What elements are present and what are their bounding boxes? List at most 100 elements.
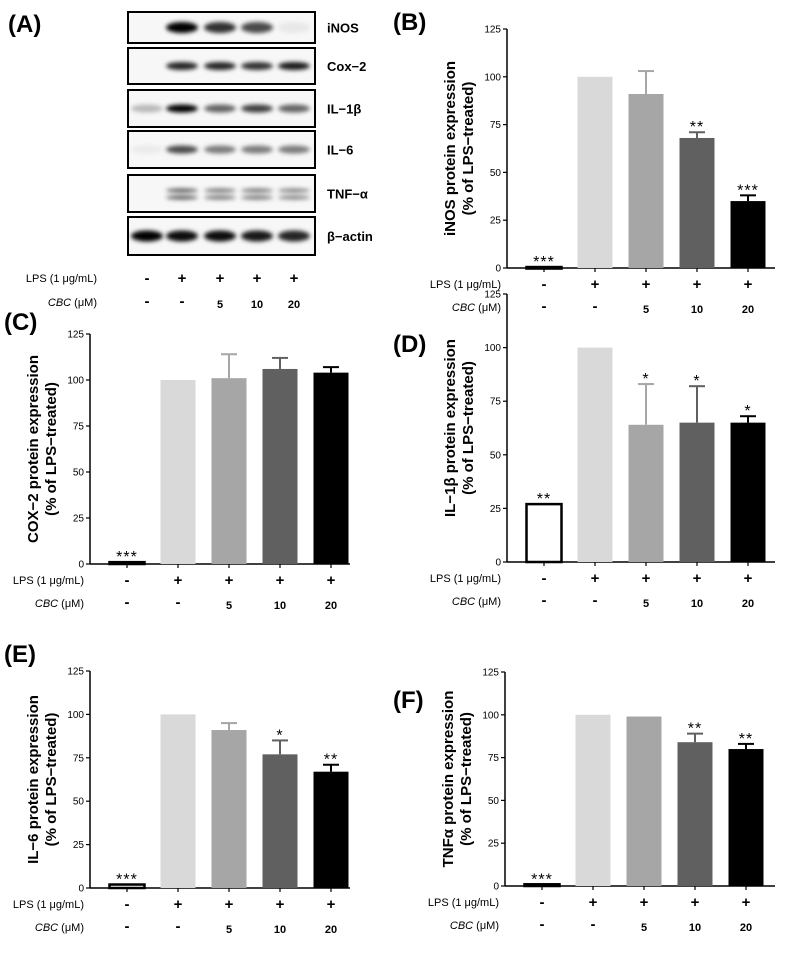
- cbc-dose: -: [180, 293, 185, 310]
- blot-band: [278, 145, 310, 154]
- lps-sign: +: [253, 270, 262, 287]
- lps-sign: -: [125, 572, 130, 589]
- y-axis-label: IL−1β protein expression: [442, 339, 459, 517]
- lps-sign: +: [178, 270, 187, 287]
- lps-sign: +: [327, 896, 336, 913]
- y-tick-label: 100: [67, 376, 84, 387]
- protein-label: iNOS: [327, 21, 359, 36]
- cbc-label-unit: (μM): [475, 596, 501, 608]
- cbc-label-italic: CBC: [452, 302, 475, 314]
- blot-band: [204, 145, 236, 154]
- y-tick-label: 75: [73, 753, 85, 764]
- y-axis-label-unit: (% of LPS−treated): [43, 382, 60, 516]
- blot-band: [166, 104, 198, 113]
- blot-band: [241, 195, 273, 200]
- cbc-dose: 5: [226, 924, 232, 936]
- cbc-dose: 5: [643, 598, 649, 610]
- blot-band: [131, 230, 163, 242]
- lps-sign: +: [693, 276, 702, 293]
- blot-row: TNF−α: [127, 174, 368, 213]
- blot-band: [131, 145, 163, 154]
- lps-sign: +: [591, 276, 600, 293]
- lps-row-label: LPS (1 μg/mL): [430, 279, 501, 291]
- panel-label-e: (E): [4, 641, 36, 668]
- cbc-label-unit: (μM): [71, 297, 97, 309]
- y-tick-label: 0: [78, 560, 84, 571]
- y-tick-label: 25: [488, 839, 500, 850]
- cbc-row-label: CBC (μM): [452, 302, 501, 314]
- blot-band: [166, 188, 198, 193]
- lps-sign: +: [290, 270, 299, 287]
- bar: [577, 76, 613, 268]
- lps-sign: +: [642, 276, 651, 293]
- protein-label: β−actin: [327, 229, 373, 244]
- lps-sign: +: [744, 570, 753, 587]
- blot-row: IL−1β: [127, 89, 361, 128]
- chart-panel-c: (C) 0 25 50 75 100 125 COX−2 protein expression…: [4, 309, 350, 612]
- y-tick-label: 100: [482, 710, 499, 721]
- blot-band: [241, 188, 273, 193]
- blot-band: [166, 195, 198, 200]
- blot-band: [278, 195, 310, 200]
- protein-label: IL−1β: [327, 102, 361, 117]
- y-axis-label: iNOS protein expression: [442, 61, 459, 236]
- lps-sign: -: [125, 896, 130, 913]
- bar: [211, 378, 247, 564]
- bar: [262, 368, 298, 564]
- y-axis-label-unit: (% of LPS−treated): [458, 712, 475, 846]
- cbc-dose: -: [176, 594, 181, 611]
- y-tick-label: 50: [490, 450, 502, 461]
- cbc-dose: -: [176, 918, 181, 935]
- lps-sign: +: [276, 896, 285, 913]
- lps-sign: +: [327, 572, 336, 589]
- lps-sign: -: [542, 276, 547, 293]
- blot-band: [241, 104, 273, 113]
- cbc-dose: 5: [643, 304, 649, 316]
- lps-sign: +: [691, 894, 700, 911]
- cbc-dose: 10: [691, 598, 703, 610]
- significance-marker: ***: [116, 872, 138, 889]
- blot-band: [204, 104, 236, 113]
- cbc-dose: 20: [288, 299, 300, 311]
- significance-marker: ***: [533, 254, 555, 271]
- significance-marker: ***: [531, 871, 553, 888]
- lps-sign: +: [693, 570, 702, 587]
- y-tick-label: 100: [484, 343, 501, 354]
- cbc-row-label: CBC (μM): [35, 922, 84, 934]
- cbc-dose: -: [542, 298, 547, 315]
- bar: [628, 94, 664, 269]
- y-tick-label: 0: [493, 882, 499, 893]
- y-tick-label: 50: [73, 468, 85, 479]
- blot-membrane: [127, 174, 316, 213]
- cbc-dose: 20: [740, 922, 752, 934]
- bar: [626, 716, 662, 886]
- blot-band: [278, 104, 310, 113]
- bar: [577, 347, 613, 562]
- cbc-label-italic: CBC: [452, 596, 475, 608]
- lps-sign: +: [589, 894, 598, 911]
- bar: [313, 372, 349, 564]
- panel-label-c: (C): [4, 309, 37, 336]
- lps-row-label: LPS (1 μg/mL): [430, 573, 501, 585]
- y-axis-label-unit: (% of LPS−treated): [460, 361, 477, 495]
- cbc-dose: -: [145, 293, 150, 310]
- y-tick-label: 125: [482, 668, 499, 679]
- bar: [679, 137, 715, 268]
- lps-sign: +: [591, 570, 600, 587]
- cbc-label-unit: (μM): [475, 302, 501, 314]
- blot-band: [131, 104, 163, 113]
- y-tick-label: 125: [484, 25, 501, 36]
- blot-row: IL−6: [127, 130, 353, 169]
- blot-band: [204, 22, 236, 33]
- y-tick-label: 125: [67, 330, 84, 341]
- lps-sign: -: [540, 894, 545, 911]
- significance-marker: **: [690, 119, 704, 136]
- lps-row-label: LPS (1 μg/mL): [428, 897, 499, 909]
- cbc-dose: 5: [226, 600, 232, 612]
- lps-sign: +: [216, 270, 225, 287]
- bar: [525, 502, 563, 564]
- bar: [211, 730, 247, 888]
